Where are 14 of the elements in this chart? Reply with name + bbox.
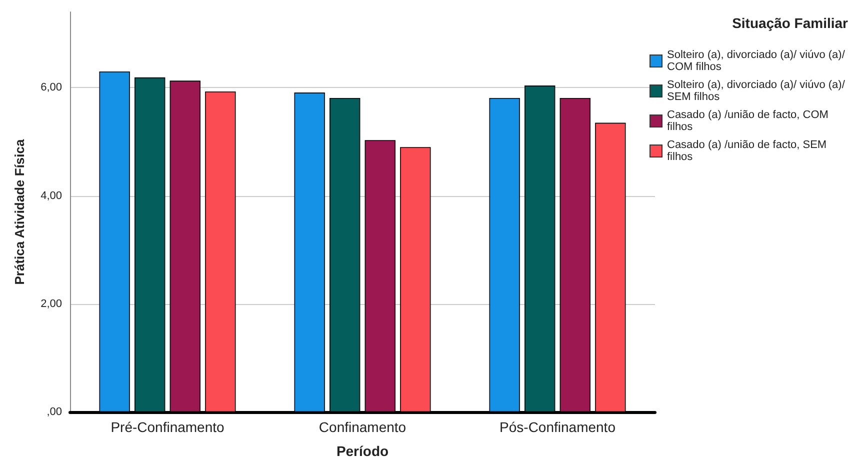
x-tick-label: Pós-Confinamento xyxy=(500,419,616,435)
legend-label: Solteiro (a), divorciado (a)/ viúvo (a)/ COM filhos xyxy=(667,49,848,73)
y-tick-label: ,00 xyxy=(46,406,62,418)
legend-title: Situação Familiar xyxy=(732,15,849,31)
legend-label: Solteiro (a), divorciado (a)/ viúvo (a)/ SEM filhos xyxy=(667,79,848,103)
y-tick-label: 2,00 xyxy=(40,298,62,310)
y-axis-title: Prática Atividade Física xyxy=(12,138,27,285)
x-axis-title: Período xyxy=(336,443,389,459)
x-tick-label: Pré-Confinamento xyxy=(110,419,225,435)
legend-label: Casado (a) /união de facto, SEM filhos xyxy=(667,139,830,163)
y-tick-label: 6,00 xyxy=(40,82,62,94)
y-tick-label: 4,00 xyxy=(40,190,62,202)
x-tick-label: Confinamento xyxy=(318,419,406,435)
legend-label: Casado (a) /união de facto, COM filhos xyxy=(667,109,832,133)
